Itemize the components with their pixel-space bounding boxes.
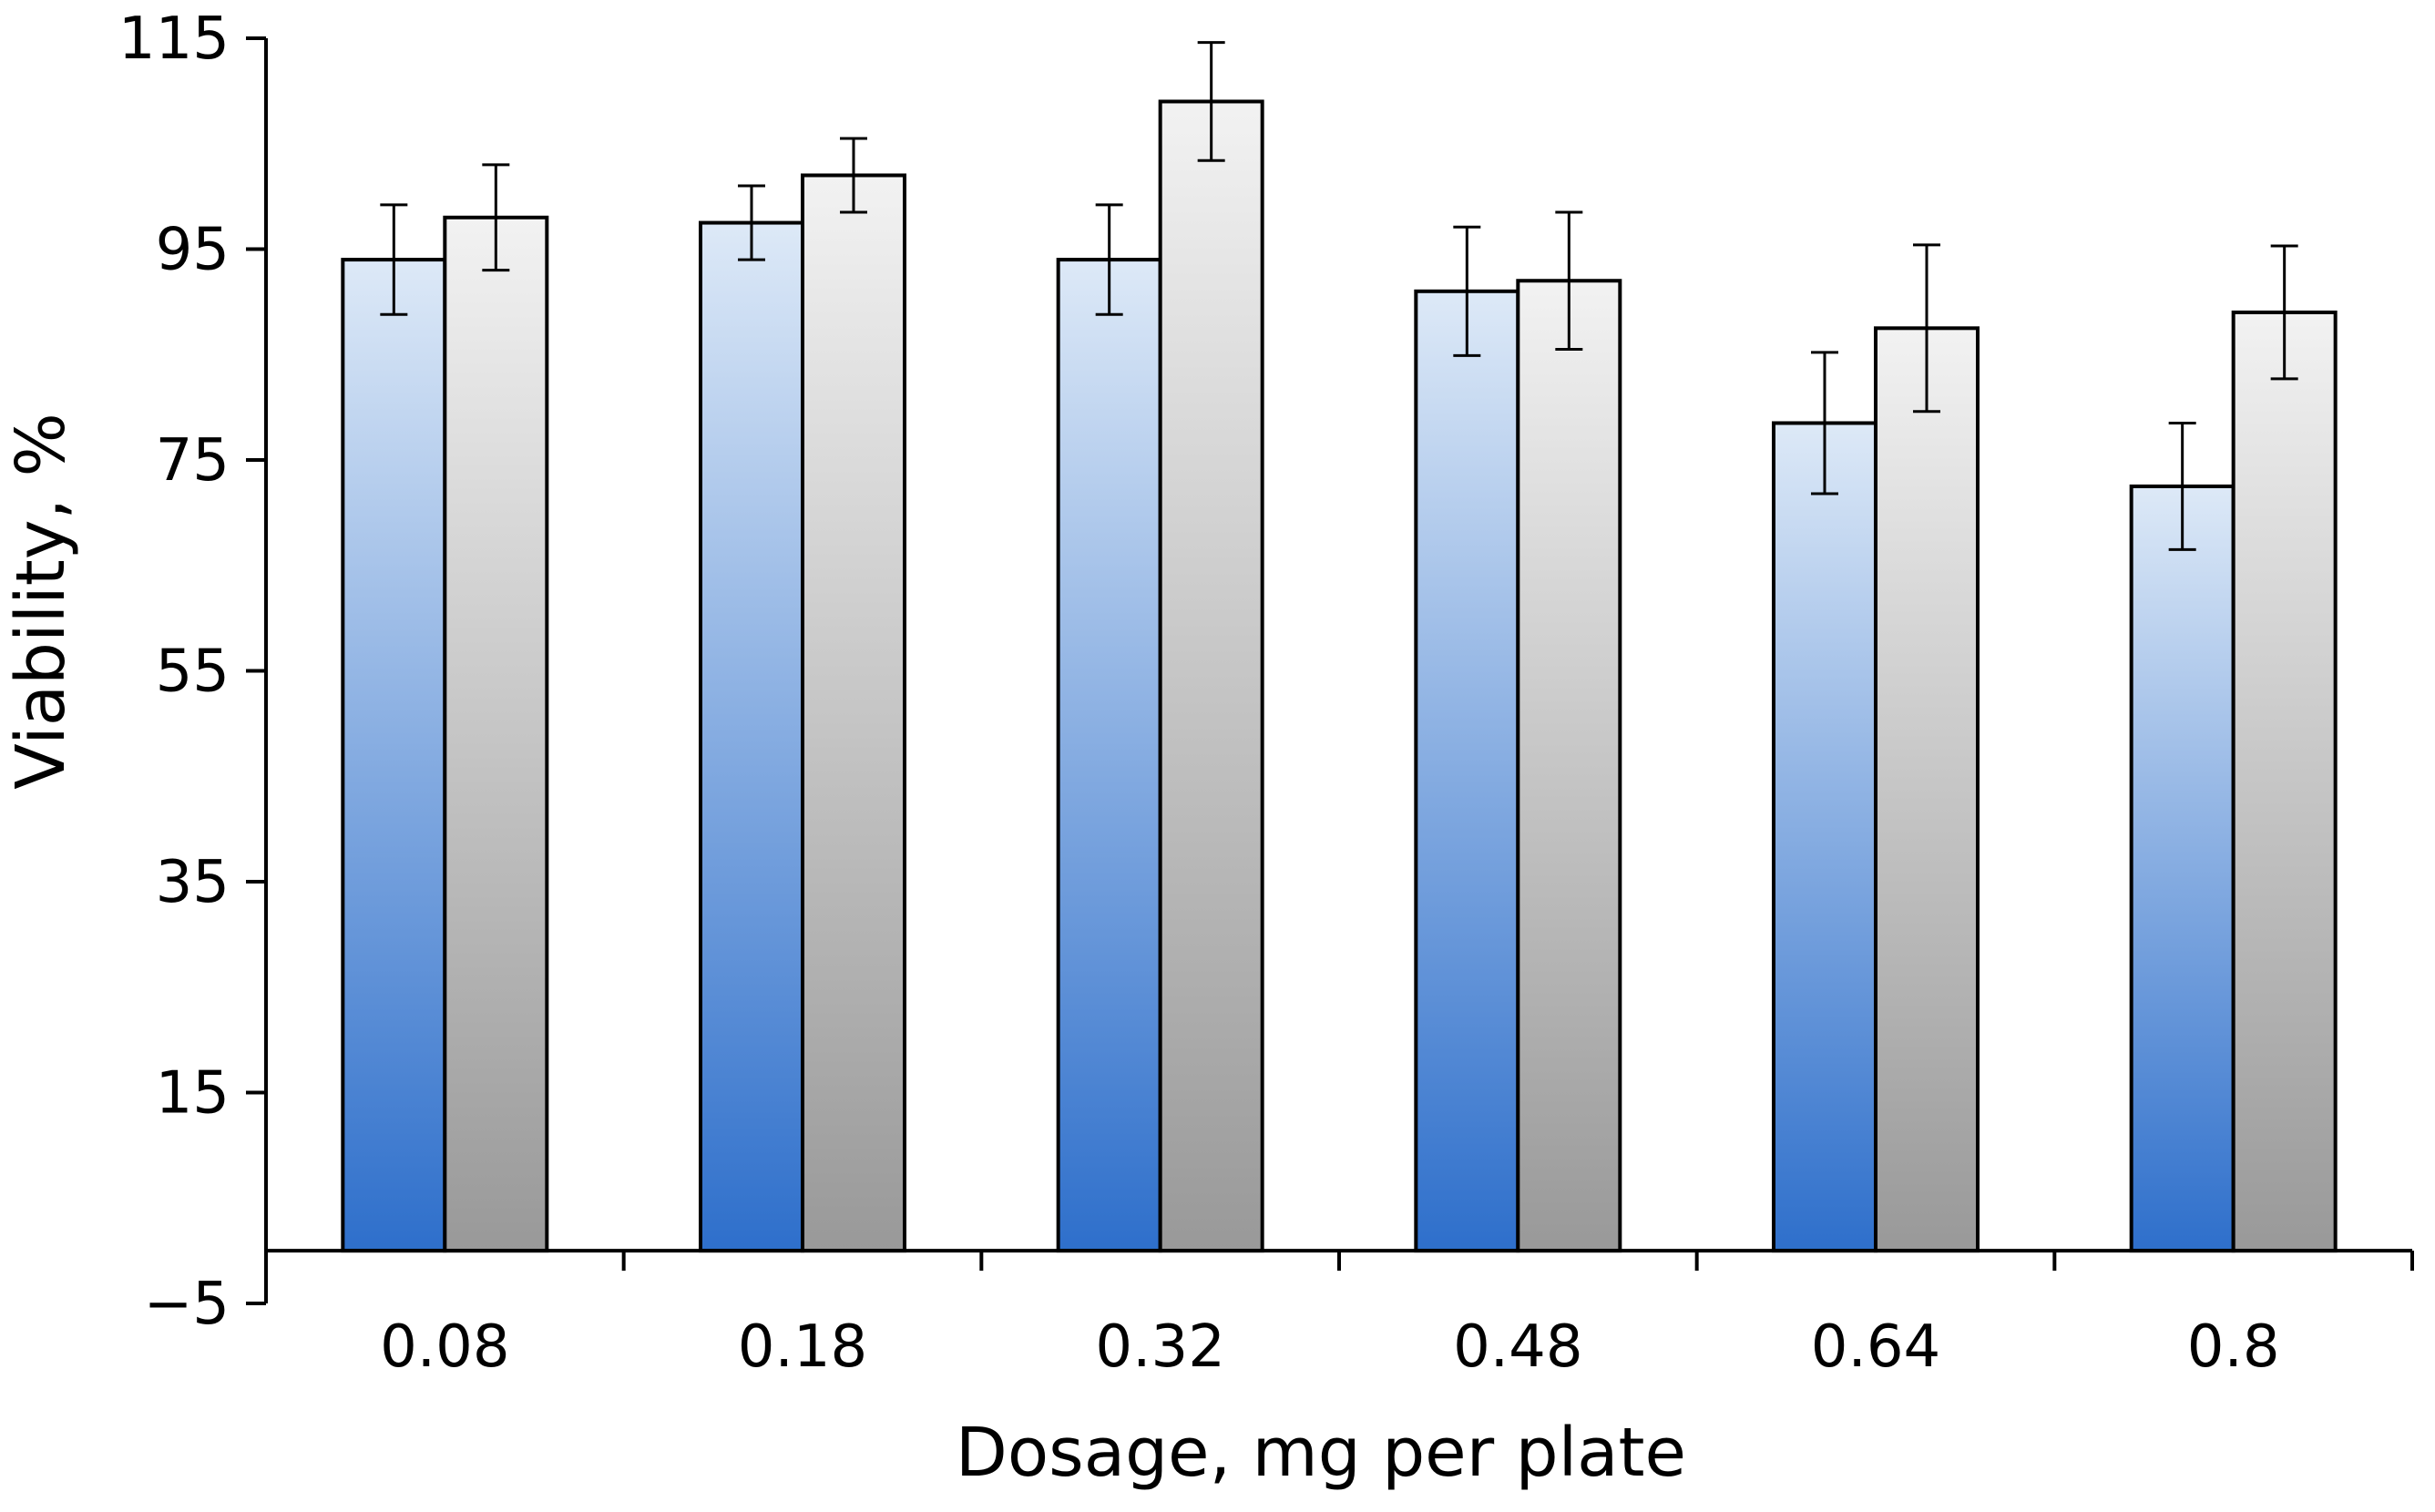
x-tick-label-0.48: 0.48 (1453, 1313, 1583, 1381)
bar-series-2-0.18 (801, 173, 906, 1253)
error-bar-series-2-0.08 (482, 163, 510, 272)
x-tick-label-0.08: 0.08 (380, 1313, 510, 1381)
y-axis-title: Viability, % (2, 413, 80, 790)
x-tick-label-0.8: 0.8 (2187, 1313, 2280, 1381)
error-bar-series-2-0.8 (2270, 244, 2298, 381)
y-tick-label: 75 (156, 427, 230, 495)
y-tick-label: 115 (118, 5, 230, 73)
error-bar-series-2-0.18 (840, 137, 867, 214)
error-bar-series-2-0.32 (1197, 41, 1225, 162)
error-bar-series-1-0.8 (2168, 421, 2196, 551)
x-tick-label-0.32: 0.32 (1095, 1313, 1225, 1381)
bar-series-2-0.8 (2231, 310, 2338, 1253)
x-tick-label-0.64: 0.64 (1811, 1313, 1941, 1381)
error-bar-series-1-0.08 (380, 203, 408, 316)
y-tick-label: −5 (144, 1271, 230, 1338)
bar-series-1-0.32 (1056, 258, 1162, 1253)
y-tick-label: 35 (156, 849, 230, 916)
error-bar-series-2-0.48 (1555, 210, 1583, 351)
bar-series-2-0.08 (443, 215, 549, 1253)
error-bar-series-1-0.48 (1453, 225, 1481, 357)
error-bar-series-1-0.18 (738, 184, 765, 261)
bar-series-1-0.18 (699, 220, 804, 1253)
x-tick-label-0.18: 0.18 (738, 1313, 868, 1381)
y-tick-label: 95 (156, 217, 230, 284)
bar-series-1-0.64 (1772, 421, 1877, 1253)
bar-series-1-0.48 (1414, 289, 1520, 1253)
y-tick-label: 15 (156, 1060, 230, 1128)
error-bar-series-1-0.32 (1095, 203, 1123, 316)
bar-series-2-0.48 (1516, 279, 1622, 1253)
error-bar-series-1-0.64 (1811, 351, 1838, 495)
bar-series-2-0.32 (1158, 99, 1264, 1253)
bar-series-2-0.64 (1874, 326, 1980, 1253)
bar-series-1-0.08 (341, 258, 447, 1253)
bar-series-1-0.8 (2129, 484, 2235, 1253)
x-axis-title: Dosage, mg per plate (956, 1414, 1686, 1492)
error-bar-series-2-0.64 (1913, 243, 1940, 414)
y-tick-label: 55 (156, 639, 230, 706)
